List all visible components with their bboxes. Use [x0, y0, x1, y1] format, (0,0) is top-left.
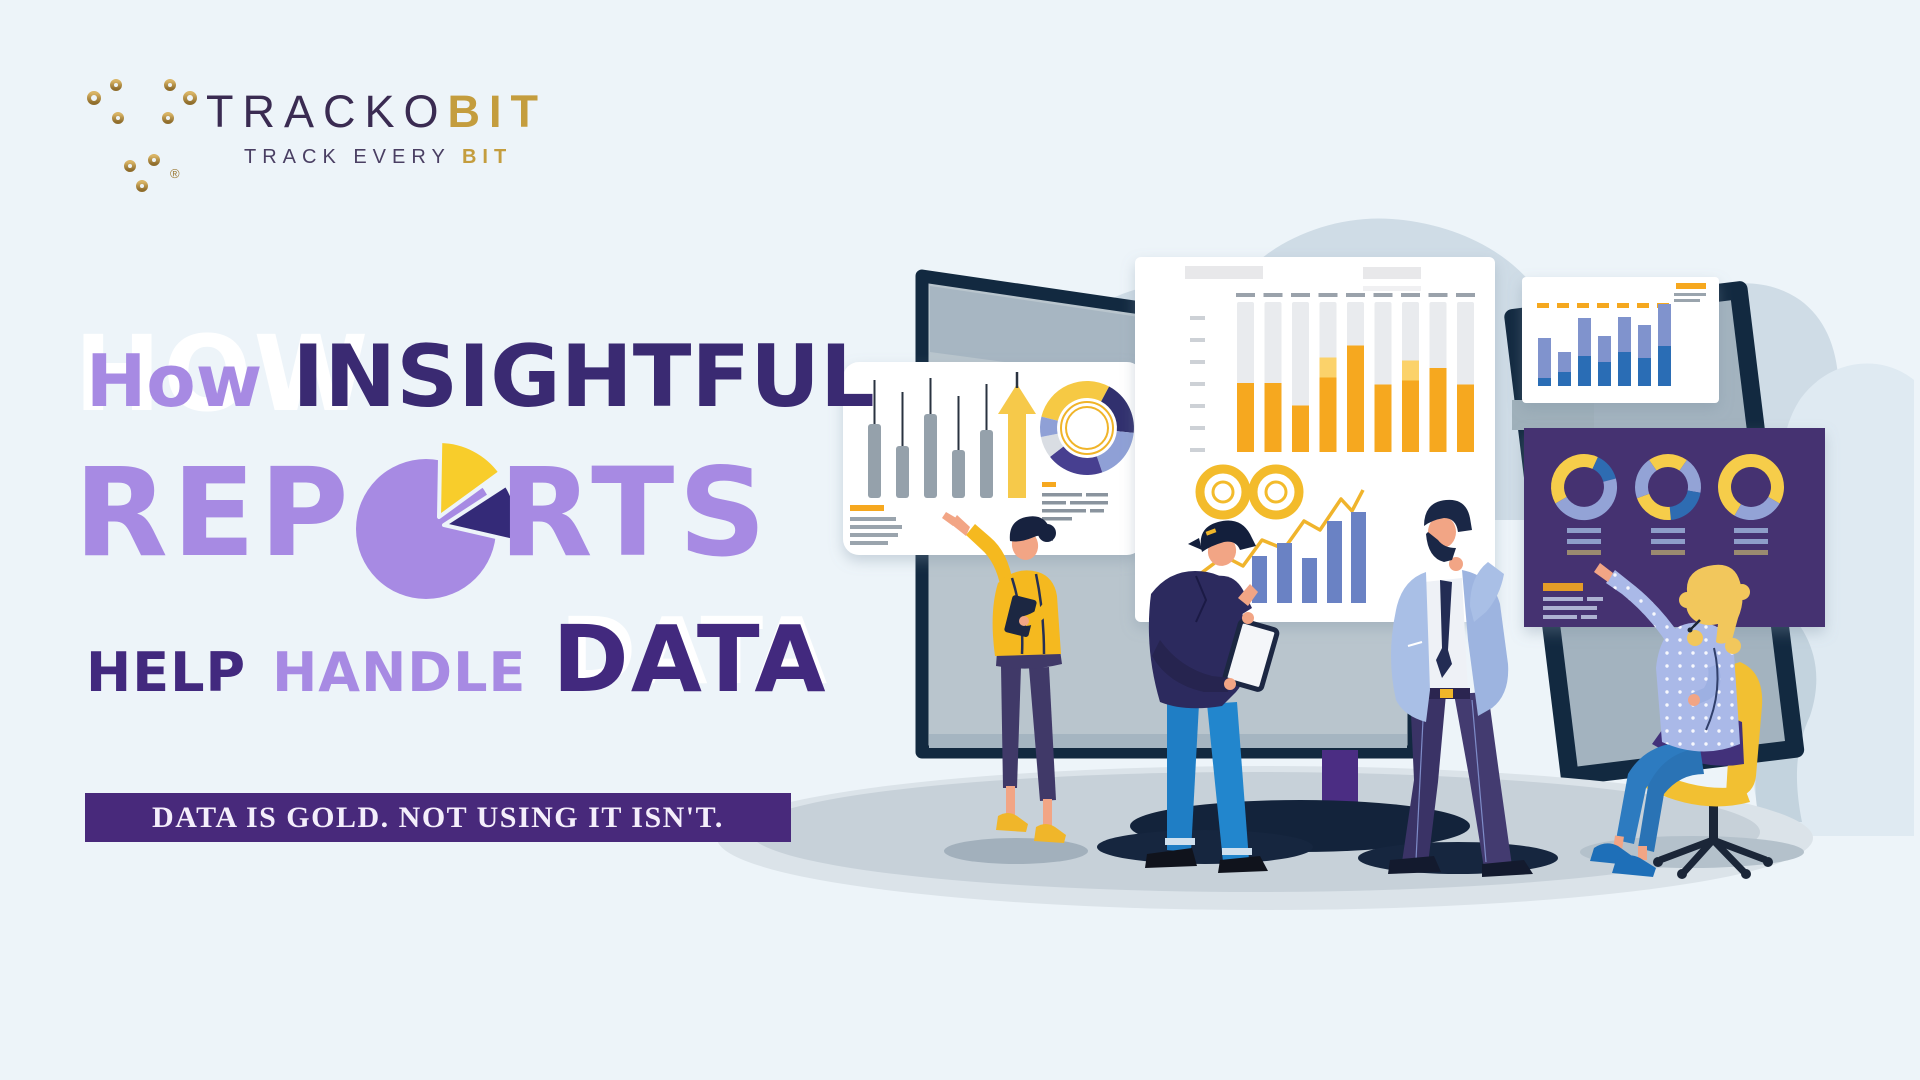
man1-shadow	[1097, 830, 1313, 864]
clipboard	[1004, 595, 1037, 637]
blonde-hair	[1686, 564, 1743, 644]
dashboard-axis-ticks	[1190, 316, 1205, 452]
donut-gauges	[1550, 454, 1785, 555]
mic-boom	[1690, 619, 1701, 630]
dashboard-mini-bars	[1252, 512, 1366, 603]
ghost-word-data: DATA	[560, 598, 828, 705]
stacked-blue-bar-chart	[1537, 303, 1671, 386]
monitor-pedestal	[1512, 400, 1594, 430]
navy-shoe	[1482, 860, 1533, 877]
ghost-word-how: HOW	[74, 313, 371, 435]
dashboard-title-right	[1363, 267, 1421, 279]
up-arrow-icon	[998, 372, 1036, 498]
headset-cord	[1705, 647, 1719, 731]
black-shoe	[1218, 856, 1268, 873]
presenter-woman	[942, 512, 1066, 843]
man-thinking	[1388, 499, 1533, 877]
man-with-tablet	[1145, 520, 1280, 873]
blue-bars-panel	[1522, 277, 1719, 403]
left-chart-panel	[843, 362, 1143, 555]
draped-jacket-left	[1391, 572, 1430, 722]
yellow-shoe	[1034, 824, 1066, 843]
tablet	[1222, 618, 1280, 692]
blue-shoe	[1612, 855, 1656, 877]
black-shoe	[1145, 848, 1197, 868]
beard	[1426, 532, 1456, 562]
belt-buckle	[1440, 689, 1453, 698]
dashboard-line-chart	[1198, 489, 1365, 576]
chair-star-base	[1658, 836, 1768, 875]
dashboard-ring-indicators	[1195, 464, 1304, 520]
dashboard-bar-chart	[1236, 293, 1475, 452]
headline-pie-chart	[356, 439, 520, 599]
yellow-shoe	[996, 813, 1028, 832]
navy-shoe	[1388, 856, 1441, 874]
purple-panel-text-lines	[1543, 583, 1603, 619]
left-panel-text-lines	[850, 505, 902, 545]
sitting-woman-and-chair	[1590, 563, 1773, 879]
blue-panel-legend	[1674, 283, 1706, 302]
left-panel-legend	[1042, 482, 1108, 521]
circuit-t-icon	[87, 79, 197, 192]
tagline-ribbon: DATA IS GOLD. NOT USING IT ISN'T.	[85, 793, 791, 842]
candlestick-chart	[868, 378, 993, 498]
ribbon-text: DATA IS GOLD. NOT USING IT ISN'T.	[152, 800, 724, 834]
dashboard-subtitle-line	[1363, 286, 1421, 291]
stand-neck	[1322, 750, 1358, 802]
tie	[1436, 580, 1452, 678]
presenter-shadow	[944, 838, 1088, 864]
purple-donuts-panel	[1524, 428, 1825, 627]
dashboard-title-bar	[1185, 266, 1263, 279]
center-dashboard-panel	[1135, 257, 1495, 622]
pointing-arm	[966, 524, 1013, 589]
donut-chart	[1040, 380, 1134, 475]
